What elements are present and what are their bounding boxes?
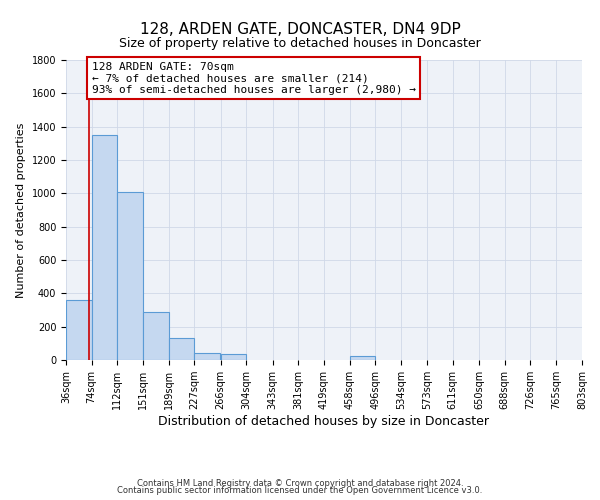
Y-axis label: Number of detached properties: Number of detached properties — [16, 122, 26, 298]
Text: 128 ARDEN GATE: 70sqm
← 7% of detached houses are smaller (214)
93% of semi-deta: 128 ARDEN GATE: 70sqm ← 7% of detached h… — [92, 62, 416, 95]
Bar — [143, 312, 169, 360]
Bar — [221, 354, 246, 360]
X-axis label: Distribution of detached houses by size in Doncaster: Distribution of detached houses by size … — [158, 415, 490, 428]
Text: 128, ARDEN GATE, DONCASTER, DN4 9DP: 128, ARDEN GATE, DONCASTER, DN4 9DP — [140, 22, 460, 38]
Bar — [169, 338, 194, 360]
Bar — [350, 356, 376, 360]
Bar — [66, 300, 92, 360]
Text: Contains HM Land Registry data © Crown copyright and database right 2024.: Contains HM Land Registry data © Crown c… — [137, 478, 463, 488]
Text: Contains public sector information licensed under the Open Government Licence v3: Contains public sector information licen… — [118, 486, 482, 495]
Bar — [194, 354, 220, 360]
Bar — [117, 192, 143, 360]
Bar — [92, 135, 117, 360]
Text: Size of property relative to detached houses in Doncaster: Size of property relative to detached ho… — [119, 38, 481, 51]
